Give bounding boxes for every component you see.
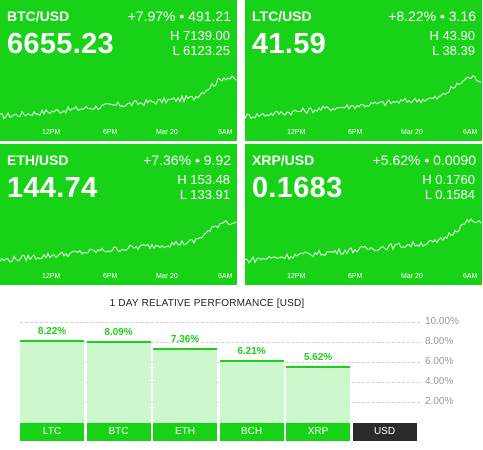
bar-ltc <box>20 339 84 424</box>
pair-label: BTC/USD <box>7 8 70 24</box>
axis-label: 6AM <box>218 129 233 136</box>
axis-label: 12PM <box>42 129 61 136</box>
axis-label: 6AM <box>218 273 233 280</box>
performance-chart-title: 1 DAY RELATIVE PERFORMANCE [USD] <box>109 298 305 309</box>
ticker-tile-btc[interactable]: BTC/USD +7.97% • 491.21 6655.23 H 7139.0… <box>0 0 237 141</box>
change-text: +5.62% • 0.0090 <box>372 152 476 168</box>
low-value: L 38.39 <box>432 43 475 58</box>
y-tick-label: 10.00% <box>425 316 459 327</box>
category-button-eth[interactable]: ETH <box>153 423 217 441</box>
sparkline-chart <box>0 75 237 120</box>
bar-value-label: 7.36% <box>170 334 200 346</box>
y-tick-label: 4.00% <box>425 376 454 387</box>
pair-label: LTC/USD <box>252 8 312 24</box>
sparkline-path <box>0 75 237 120</box>
change-text: +7.97% • 491.21 <box>127 8 231 24</box>
axis-label: Mar 20 <box>156 129 178 136</box>
y-tick-label: 8.00% <box>425 336 454 347</box>
axis-label: Mar 20 <box>401 129 423 136</box>
sparkline-path <box>245 218 482 264</box>
ticker-tile-eth[interactable]: ETH/USD +7.36% • 9.92 144.74 H 153.48 L … <box>0 144 237 285</box>
bar-xrp <box>286 365 350 424</box>
ticker-tile-xrp[interactable]: XRP/USD +5.62% • 0.0090 0.1683 H 0.1760 … <box>245 144 482 285</box>
high-value: H 7139.00 <box>170 28 230 43</box>
category-button-xrp[interactable]: XRP <box>286 423 350 441</box>
low-value: L 133.91 <box>179 187 230 202</box>
low-value: L 6123.25 <box>172 43 230 58</box>
change-text: +8.22% • 3.16 <box>388 8 476 24</box>
ticker-tile-ltc[interactable]: LTC/USD +8.22% • 3.16 41.59 H 43.90 L 38… <box>245 0 482 141</box>
low-value: L 0.1584 <box>424 187 475 202</box>
axis-label: 6PM <box>348 129 363 136</box>
axis-label: 6AM <box>463 129 478 136</box>
sparkline-chart <box>245 75 482 120</box>
price-value: 41.59 <box>252 28 327 60</box>
axis-label: 12PM <box>287 273 306 280</box>
bar-value-label: 5.62% <box>303 351 333 363</box>
category-button-usd[interactable]: USD <box>352 423 417 441</box>
axis-label: 12PM <box>42 273 61 280</box>
category-button-ltc[interactable]: LTC <box>20 423 84 441</box>
pair-label: XRP/USD <box>252 152 315 168</box>
category-button-btc[interactable]: BTC <box>86 423 151 441</box>
sparkline-chart <box>0 219 237 263</box>
price-value: 6655.23 <box>7 28 114 60</box>
axis-label: Mar 20 <box>401 273 423 280</box>
category-button-bch[interactable]: BCH <box>219 423 284 441</box>
pair-label: ETH/USD <box>7 152 69 168</box>
high-value: H 153.48 <box>177 172 230 187</box>
gridline <box>20 322 420 323</box>
gridline <box>20 342 420 343</box>
bar-btc <box>86 341 151 424</box>
high-value: H 43.90 <box>429 28 475 43</box>
bar-value-label: 8.22% <box>37 325 67 337</box>
y-tick-label: 2.00% <box>425 396 454 407</box>
bar-value-label: 6.21% <box>237 345 266 357</box>
bar-eth <box>153 348 217 424</box>
change-text: +7.36% • 9.92 <box>143 152 231 168</box>
price-value: 0.1683 <box>252 172 343 204</box>
price-value: 144.74 <box>7 172 98 204</box>
axis-label: 6PM <box>103 129 118 136</box>
sparkline-path <box>0 219 237 263</box>
axis-label: 6PM <box>348 273 363 280</box>
sparkline-chart <box>245 218 482 264</box>
bar-value-label: 8.09% <box>104 327 133 339</box>
sparkline-path <box>245 75 482 120</box>
axis-label: 6AM <box>463 273 478 280</box>
bar-bch <box>219 359 284 424</box>
axis-label: 6PM <box>103 273 118 280</box>
axis-label: Mar 20 <box>156 273 178 280</box>
high-value: H 0.1760 <box>422 172 475 187</box>
y-tick-label: 6.00% <box>425 356 454 367</box>
axis-label: 12PM <box>287 129 306 136</box>
